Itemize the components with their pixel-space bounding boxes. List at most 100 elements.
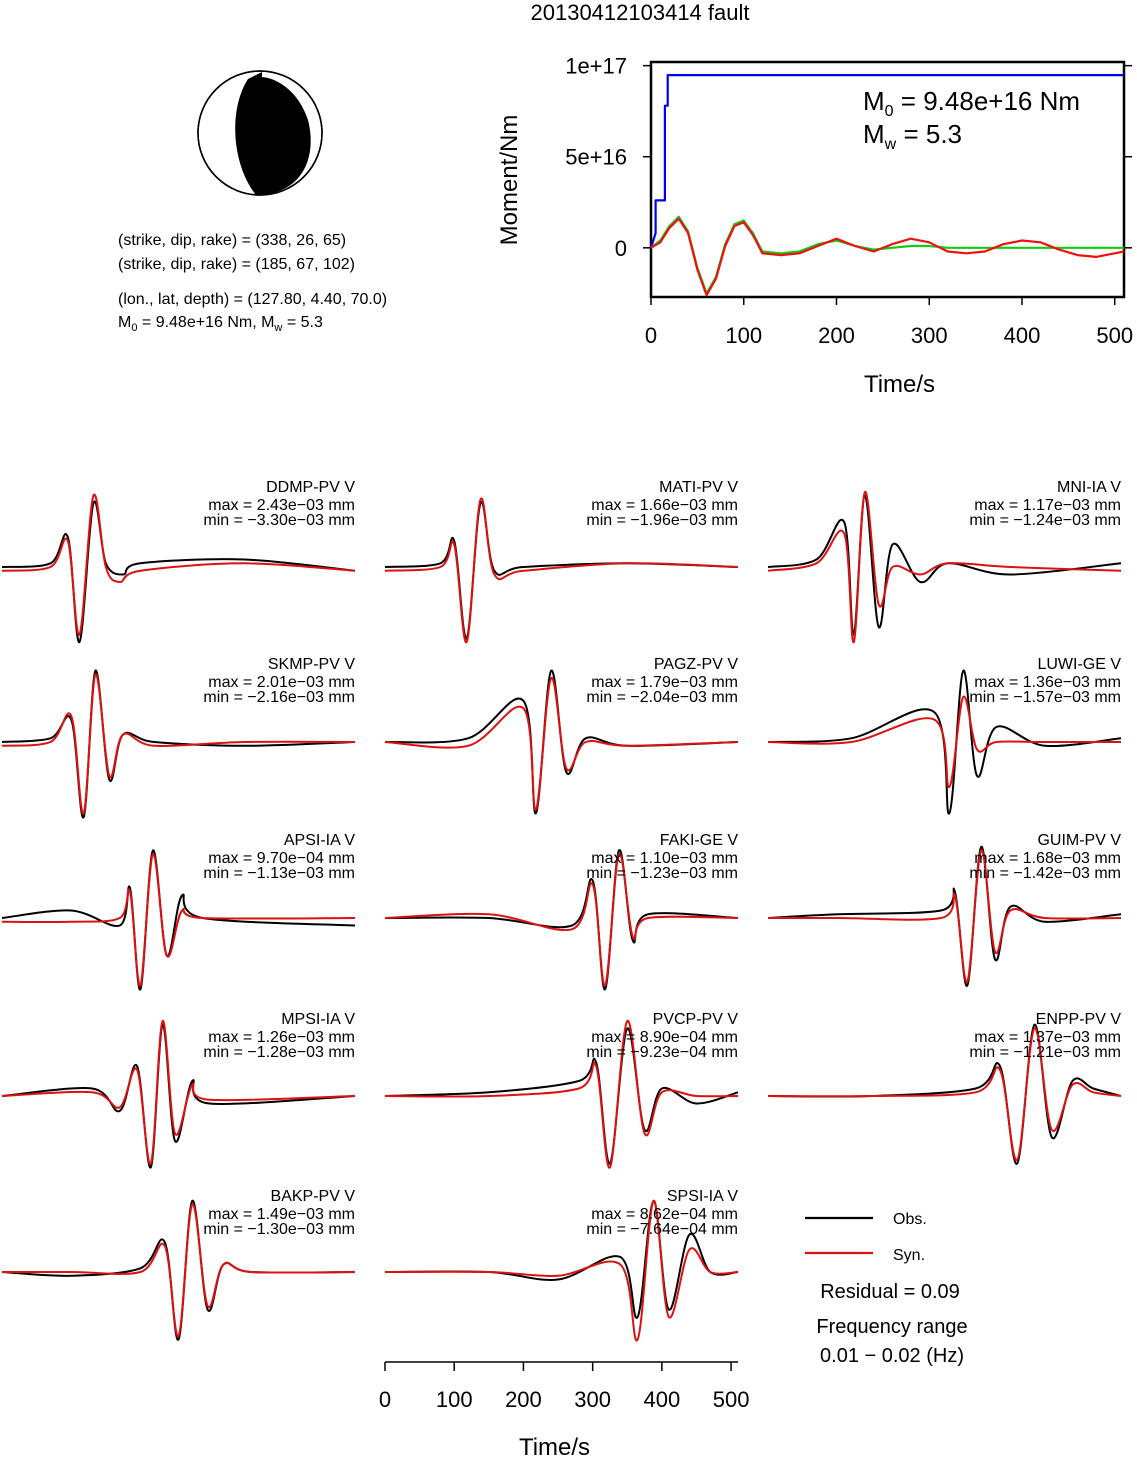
station-min-amplitude: min = −3.30e−03 mm <box>203 512 355 529</box>
waveform-time-axis: 0 100 200 300 400 500 Time/s <box>379 1361 750 1457</box>
station-name: ENPP-PV V <box>1036 1011 1122 1028</box>
figure-title: 20130412103414 fault <box>531 0 750 25</box>
waveform-obs-trace <box>767 494 1122 636</box>
moment-x-tick-label: 400 <box>1004 323 1041 348</box>
residual-text: Residual = 0.09 <box>820 1281 960 1303</box>
moment-x-tick-label: 300 <box>911 323 948 348</box>
station-max-amplitude: max = 1.36e−03 mm <box>974 674 1121 691</box>
waveform-syn-trace <box>384 1019 739 1169</box>
focal-mechanism-beachball <box>197 70 323 196</box>
station-min-amplitude: min = −1.28e−03 mm <box>203 1044 355 1061</box>
frequency-range-title: Frequency range <box>816 1316 967 1338</box>
station-min-amplitude: min = −9.23e−04 mm <box>586 1044 738 1061</box>
station-name: FAKI-GE V <box>660 832 739 849</box>
moment-annotation-mw: Mw = 5.3 <box>863 119 962 153</box>
moment-x-tick-label: 100 <box>725 323 762 348</box>
beachball-border <box>197 70 323 196</box>
waveform-syn-trace <box>384 677 739 811</box>
station-min-amplitude: min = −1.24e−03 mm <box>969 512 1121 529</box>
legend-syn-label: Syn. <box>893 1247 925 1264</box>
moment-magnitude-text: M0 = 9.48e+16 Nm, Mw = 5.3 <box>118 313 323 338</box>
moment-x-tick-label: 0 <box>645 323 657 348</box>
station-name: GUIM-PV V <box>1037 832 1121 849</box>
station-max-amplitude: max = 1.37e−03 mm <box>974 1029 1121 1046</box>
waveform-syn-trace <box>2 1203 356 1337</box>
waveform-syn-trace <box>767 1027 1122 1161</box>
location-text: (lon., lat, depth) = (127.80, 4.40, 70.0… <box>118 291 388 308</box>
mw-value: = 5.3 <box>282 314 323 331</box>
waveform-obs-trace <box>767 669 1122 815</box>
waveform-obs-trace <box>384 669 739 815</box>
moment-series-line-0 <box>649 74 1124 249</box>
station-name: MPSI-IA V <box>281 1011 355 1028</box>
moment-function-plot: 0 100 200 300 400 500 0 5e+16 1e+17 Time/s Moment/… <box>496 54 1133 398</box>
waveform-syn-trace <box>767 490 1122 644</box>
mw-subscript: w <box>274 322 283 335</box>
m0-value: = 9.48e+16 Nm, M <box>137 314 275 331</box>
station-max-amplitude: max = 1.10e−03 mm <box>591 850 738 867</box>
moment-y-tick-label: 5e+16 <box>565 145 627 170</box>
station-name: DDMP-PV V <box>266 479 355 496</box>
station-name: SKMP-PV V <box>268 656 355 673</box>
time-axis-tick-label: 500 <box>713 1387 750 1412</box>
moment-x-axis-label: Time/s <box>864 371 935 398</box>
waveform-syn-trace <box>384 497 739 644</box>
nodal-plane-1: (strike, dip, rake) = (338, 26, 65) <box>118 232 347 249</box>
nodal-plane-2: (strike, dip, rake) = (185, 67, 102) <box>118 256 355 273</box>
time-axis-tick-label: 200 <box>505 1387 542 1412</box>
station-max-amplitude: max = 2.01e−03 mm <box>208 674 355 691</box>
legend: Obs. Syn. Residual = 0.09 Frequency rang… <box>805 1211 968 1367</box>
time-axis-tick-label: 0 <box>379 1387 391 1412</box>
waveform-syn-trace <box>1 673 356 815</box>
station-name: PAGZ-PV V <box>654 656 738 673</box>
moment-plot-frame <box>649 60 1126 299</box>
station-name: MATI-PV V <box>659 479 738 496</box>
station-max-amplitude: max = 1.68e−03 mm <box>974 850 1121 867</box>
station-min-amplitude: min = −1.23e−03 mm <box>586 865 738 882</box>
m0-prefix: M <box>118 314 132 331</box>
m0-subscript: 0 <box>131 322 138 335</box>
station-max-amplitude: max = 8.62e−04 mm <box>591 1206 738 1223</box>
station-max-amplitude: max = 1.79e−03 mm <box>591 674 738 691</box>
waveform-syn-trace <box>384 1199 739 1342</box>
station-max-amplitude: max = 2.43e−03 mm <box>208 497 355 514</box>
moment-series-line-2 <box>650 217 1125 297</box>
time-axis-tick-label: 100 <box>436 1387 473 1412</box>
station-max-amplitude: max = 1.26e−03 mm <box>208 1029 355 1046</box>
moment-annotation-m0: M0 = 9.48e+16 Nm <box>863 86 1080 120</box>
moment-x-tick-label: 500 <box>1096 323 1133 348</box>
station-name: MNI-IA V <box>1057 479 1121 496</box>
station-min-amplitude: min = −1.42e−03 mm <box>969 865 1121 882</box>
station-name: APSI-IA V <box>284 832 355 849</box>
beachball-tip <box>248 72 262 79</box>
station-min-amplitude: min = −1.96e−03 mm <box>586 512 738 529</box>
station-max-amplitude: max = 1.49e−03 mm <box>208 1206 355 1223</box>
station-min-amplitude: min = −1.21e−03 mm <box>969 1044 1121 1061</box>
station-min-amplitude: min = −1.30e−03 mm <box>203 1221 355 1238</box>
waveform-syn-trace <box>767 695 1121 789</box>
waveform-syn-trace <box>768 849 1122 983</box>
moment-y-tick-label: 1e+17 <box>565 54 627 79</box>
waveform-syn-trace <box>1 493 356 636</box>
station-max-amplitude: max = 1.17e−03 mm <box>974 497 1121 514</box>
waveform-obs-trace <box>384 1199 739 1319</box>
time-axis-tick-label: 300 <box>574 1387 611 1412</box>
beachball-compressional-quadrant <box>235 77 311 195</box>
station-name: BAKP-PV V <box>271 1188 356 1205</box>
moment-y-tick-label: 0 <box>615 236 627 261</box>
station-name: SPSI-IA V <box>667 1188 738 1205</box>
station-max-amplitude: max = 8.90e−04 mm <box>591 1029 738 1046</box>
station-max-amplitude: max = 9.70e−04 mm <box>208 850 355 867</box>
